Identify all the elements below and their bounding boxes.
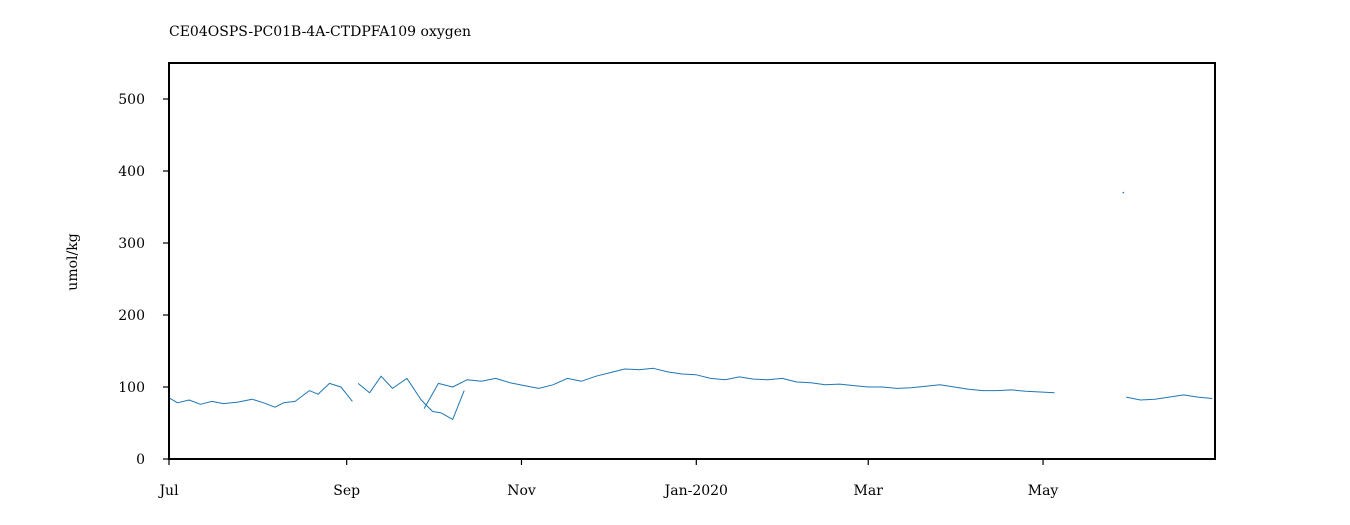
x-tick-label-3: Jan-2020: [663, 483, 728, 499]
axes-layer: 0 100 200 300 400 500 Jul Sep Nov Jan-2020 Mar May: [118, 62, 1216, 499]
x-tick-label-2: Nov: [507, 483, 536, 499]
x-tick-label-0: Jul: [157, 483, 179, 499]
chart-title: CE04OSPS-PC01B-4A-CTDPFA109 oxygen: [169, 24, 472, 40]
plot-frame: [168, 62, 1216, 460]
y-tick-label-0: 0: [136, 452, 145, 468]
y-tick-label-3: 300: [118, 236, 145, 252]
y-tick-label-5: 500: [118, 92, 145, 108]
y-tick-label-2: 200: [118, 308, 145, 324]
y-tick-label-1: 100: [118, 380, 145, 396]
series-line-segment-0-4: [1126, 394, 1213, 401]
series-line-segment-0-1: [357, 375, 465, 420]
y-tick-label-4: 400: [118, 164, 145, 180]
series-line-segment-0-0: [168, 382, 353, 408]
x-tick-label-1: Sep: [333, 483, 360, 499]
series-point-0-3: [1122, 191, 1125, 194]
x-tick-label-4: Mar: [854, 483, 884, 499]
series-layer: [168, 191, 1213, 420]
x-tick-label-5: May: [1028, 483, 1059, 499]
series-line-segment-0-2: [423, 367, 1055, 409]
